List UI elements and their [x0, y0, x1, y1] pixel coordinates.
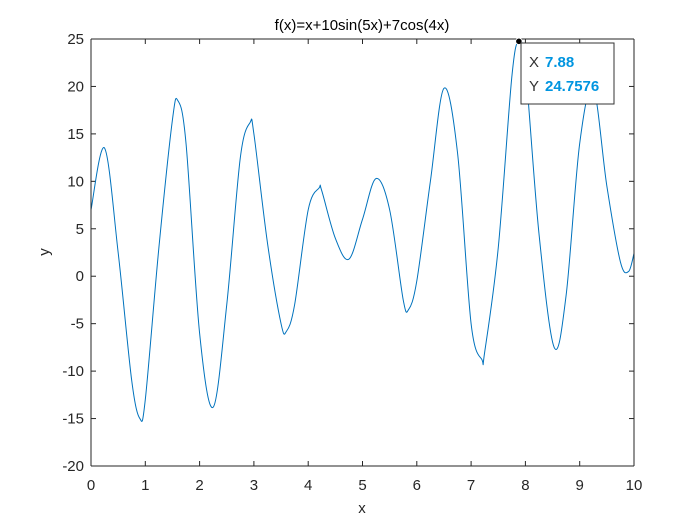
datatip-x-value: 7.88 — [545, 54, 574, 71]
datatip-y-label: Y — [529, 78, 539, 95]
x-tick-label: 8 — [521, 477, 529, 494]
y-tick-label: 25 — [67, 31, 84, 48]
chart-title: f(x)=x+10sin(5x)+7cos(4x) — [275, 17, 450, 34]
x-tick-label: 7 — [467, 477, 475, 494]
y-tick-label: 5 — [76, 221, 84, 238]
x-tick-label: 1 — [141, 477, 149, 494]
series-line — [90, 39, 635, 422]
axes-frame — [90, 38, 635, 467]
x-tick-label: 6 — [413, 477, 421, 494]
x-tick-label: 5 — [358, 477, 366, 494]
y-tick-label: -20 — [62, 458, 84, 475]
x-tick-label: 10 — [626, 477, 643, 494]
y-tick-label: 15 — [67, 126, 84, 143]
y-tick-label: 20 — [67, 78, 84, 95]
x-tick-labels: 0 1 2 3 4 5 6 7 8 9 10 — [87, 477, 643, 494]
y-tick-label: -5 — [71, 316, 84, 333]
y-axis-label: y — [36, 248, 53, 256]
x-tick-label: 0 — [87, 477, 95, 494]
y-tick-label: -15 — [62, 411, 84, 428]
y-tick-labels: -20 -15 -10 -5 0 5 10 15 20 25 — [62, 31, 84, 475]
datatip-marker[interactable] — [515, 37, 523, 45]
datatip[interactable]: X 7.88 Y 24.7576 — [515, 37, 615, 105]
y-tick-label: 10 — [67, 173, 84, 190]
x-tick-label: 4 — [304, 477, 312, 494]
x-tick-label: 3 — [250, 477, 258, 494]
y-tick-label: -10 — [62, 363, 84, 380]
datatip-y-value: 24.7576 — [545, 78, 599, 95]
x-axis-label: x — [358, 500, 366, 517]
y-tick-label: 0 — [76, 268, 84, 285]
datatip-x-label: X — [529, 54, 539, 71]
x-tick-label: 2 — [195, 477, 203, 494]
datatip-box — [520, 42, 615, 105]
x-tick-label: 9 — [576, 477, 584, 494]
